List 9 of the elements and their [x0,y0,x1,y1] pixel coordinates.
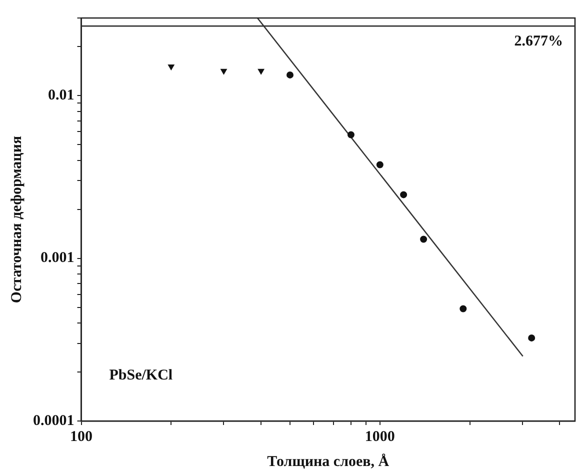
y-tick-label: 0.01 [48,87,74,104]
y-tick-label: 0.001 [40,250,74,266]
x-tick-label: 1000 [364,428,395,445]
annotation: PbSe/KCl [109,367,173,384]
y-axis-title: Остаточная деформация [8,136,25,304]
y-tick-label: 0.0001 [33,412,74,429]
x-axis-title: Толщина слоев, Å [267,452,390,470]
x-tick-label: 100 [70,428,92,445]
ref-line-label: 2.677% [514,33,563,50]
